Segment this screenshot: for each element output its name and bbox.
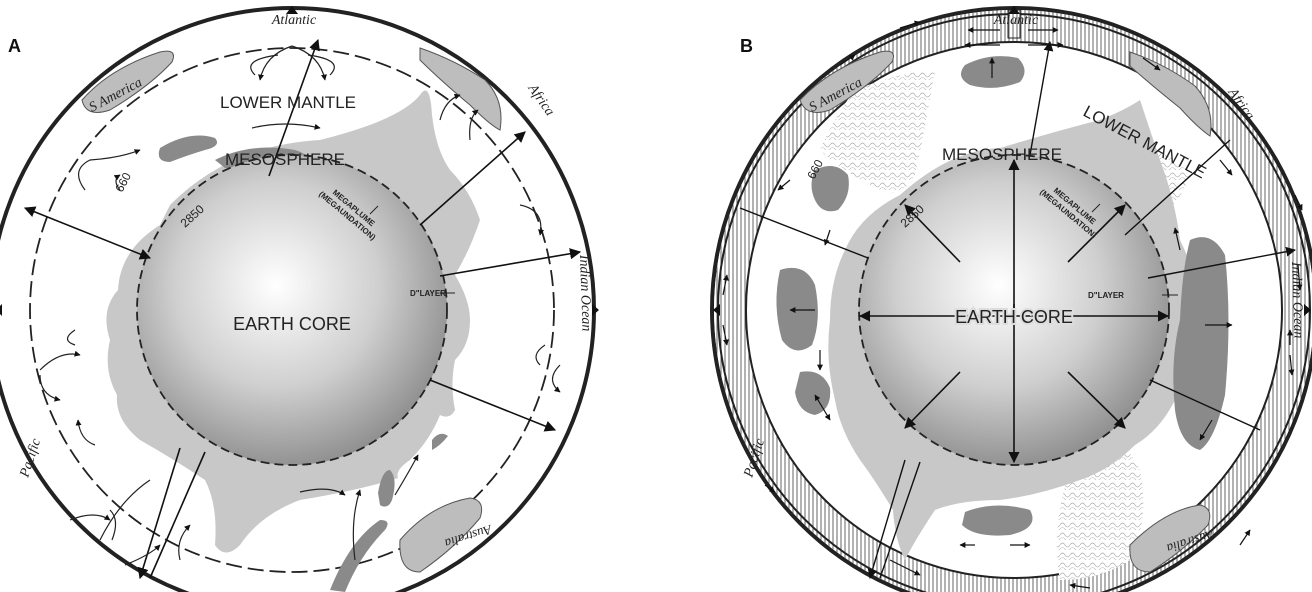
d-layer-label: D"LAYER [1088,291,1124,300]
continent-africa [1129,51,1212,137]
radial-arrows [858,158,1170,464]
ridge-marker [1008,6,1020,14]
continent-australia [1129,504,1211,573]
convection-curves [39,45,561,566]
leader-line [1091,203,1101,213]
continent-s-america [799,50,894,113]
panel-letter: A [8,36,21,56]
boundary-660-circle [745,41,1283,579]
flow-arrow [439,248,582,277]
place-indian-ocean: Indian Ocean [1288,261,1306,339]
dark-blob [330,520,388,592]
dark-blob [776,267,818,351]
lower-mantle-label: LOWER MANTLE [220,93,356,112]
ridge-marker [1304,304,1311,316]
ridge-marker [713,304,720,316]
dark-blob [432,433,448,450]
place-atlantic: Atlantic [271,13,317,28]
ridge-marker [286,6,298,14]
small-arrows [722,20,1303,589]
core-label: EARTH CORE [233,314,351,334]
dark-blob [158,135,218,162]
dark-blob [378,470,395,507]
d-layer-label: D"LAYER [410,289,446,298]
place-atlantic: Atlantic [993,13,1039,28]
earth-core [137,155,447,465]
dark-blob [961,56,1025,88]
flow-arrow [268,38,320,177]
mesosphere-label: MESOSPHERE [225,150,345,169]
ridge-marker [0,304,2,316]
panel-b: B [710,6,1312,592]
continent-australia [399,497,483,573]
continent-africa [419,47,502,131]
dark-blob [811,166,849,212]
cold-patch [820,70,935,193]
boundary-2850-circle [858,154,1170,466]
flow-arrow [149,451,206,579]
place-indian-ocean: Indian Ocean [576,254,594,332]
panel-a: A [0,6,599,592]
place-africa: Africa [524,81,557,119]
boundary-2850-circle [136,154,448,466]
ridge-marker [592,304,599,316]
core-label: EARTH CORE [955,307,1073,327]
flow-arrow [23,206,152,260]
boundary-660-circle [29,47,555,573]
flow-arrow [429,379,557,432]
panel-letter: B [740,36,753,56]
dark-blob [962,505,1033,536]
long-arrows [739,41,1296,579]
flow-arrow [137,447,181,580]
continent-s-america [81,50,174,113]
leader-line [369,205,379,215]
mesosphere-label: MESOSPHERE [942,145,1062,164]
flow-arrow [419,131,526,226]
